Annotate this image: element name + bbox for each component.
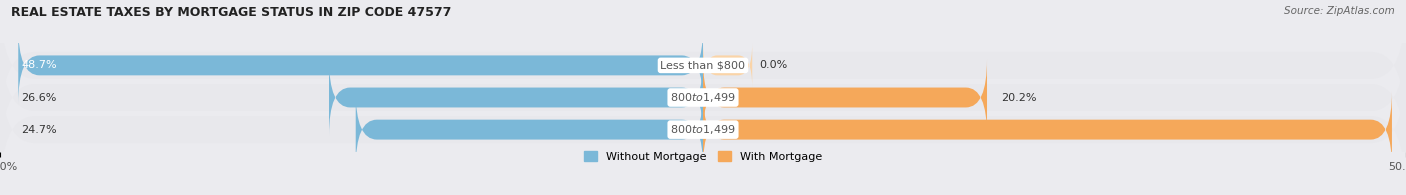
Text: 48.7%: 48.7% — [21, 60, 56, 70]
FancyBboxPatch shape — [329, 59, 703, 136]
FancyBboxPatch shape — [356, 91, 703, 168]
FancyBboxPatch shape — [0, 63, 1406, 195]
Text: REAL ESTATE TAXES BY MORTGAGE STATUS IN ZIP CODE 47577: REAL ESTATE TAXES BY MORTGAGE STATUS IN … — [11, 6, 451, 19]
Text: Source: ZipAtlas.com: Source: ZipAtlas.com — [1284, 6, 1395, 16]
FancyBboxPatch shape — [703, 43, 752, 88]
FancyBboxPatch shape — [703, 59, 987, 136]
Legend: Without Mortgage, With Mortgage: Without Mortgage, With Mortgage — [579, 147, 827, 166]
Text: $800 to $1,499: $800 to $1,499 — [671, 123, 735, 136]
Text: 0.0%: 0.0% — [759, 60, 787, 70]
Text: 26.6%: 26.6% — [21, 92, 56, 103]
Text: Less than $800: Less than $800 — [661, 60, 745, 70]
FancyBboxPatch shape — [0, 0, 1406, 132]
Text: 20.2%: 20.2% — [1001, 92, 1036, 103]
FancyBboxPatch shape — [0, 31, 1406, 164]
FancyBboxPatch shape — [18, 27, 703, 104]
Text: 24.7%: 24.7% — [21, 125, 56, 135]
Text: $800 to $1,499: $800 to $1,499 — [671, 91, 735, 104]
FancyBboxPatch shape — [703, 91, 1392, 168]
